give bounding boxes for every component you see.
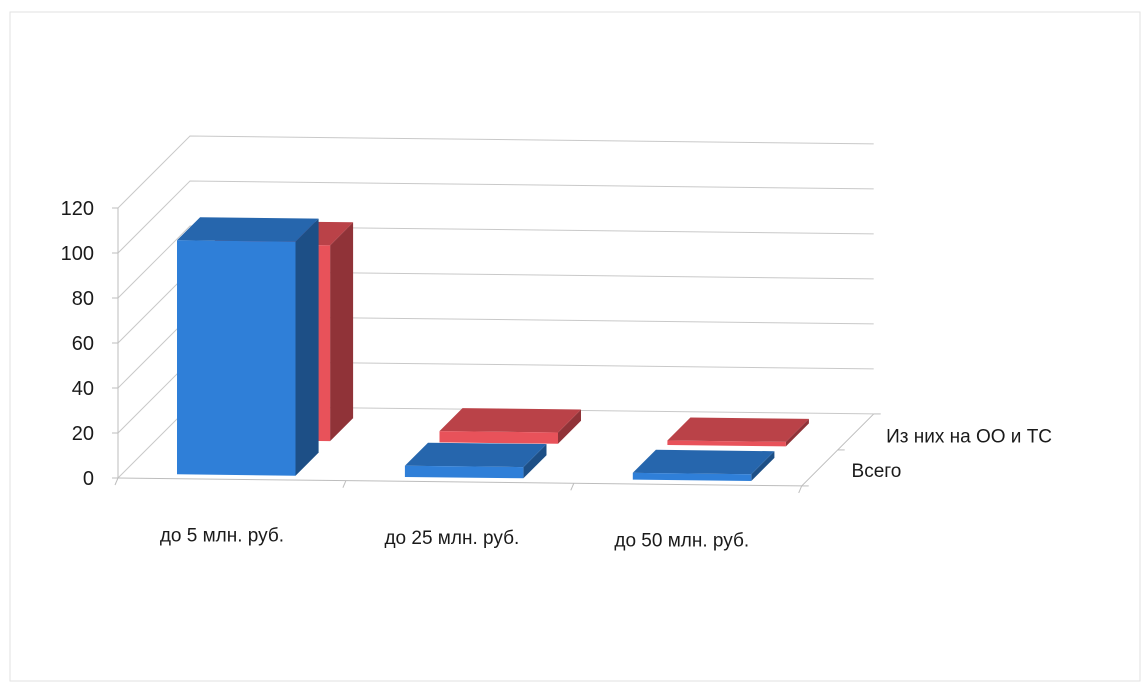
y-tick-label: 20 [72, 423, 94, 445]
y-tick-label: 80 [72, 288, 94, 310]
bar-side [558, 409, 581, 444]
bar [439, 408, 581, 444]
y-tick-label: 40 [72, 378, 94, 400]
bar-side [330, 222, 354, 442]
gridlines [117, 135, 874, 479]
gridline [117, 180, 874, 254]
series-label: Всего [852, 461, 902, 482]
bar [404, 442, 547, 479]
bar-front [177, 240, 296, 476]
x-tick-mark [114, 477, 119, 486]
gridline [117, 225, 874, 299]
axes [112, 207, 881, 494]
bar-top [632, 449, 775, 475]
bar-front [404, 465, 524, 479]
bar-top [667, 417, 809, 442]
bar-top [177, 217, 319, 242]
bar-front [632, 472, 752, 481]
bar [177, 217, 319, 476]
bar [632, 449, 775, 481]
category-label: до 50 млн. руб. [614, 531, 749, 552]
bar-side [785, 418, 809, 447]
y-tick-label: 100 [61, 243, 94, 265]
bar-top [439, 408, 581, 433]
bars [177, 217, 809, 481]
bar-front [439, 431, 558, 444]
x-tick-mark [342, 480, 347, 488]
bar-front [667, 440, 786, 447]
bar-side [751, 451, 775, 481]
bar-side [295, 218, 319, 476]
category-label: до 25 млн. руб. [384, 528, 519, 549]
x-axis-line [117, 477, 802, 487]
y-tick-label: 120 [61, 198, 94, 220]
x-tick-mark [570, 483, 575, 491]
y-tick-labels: 0 20 40 60 80 100 120 [61, 198, 94, 490]
gridline [117, 135, 874, 209]
y-tick-label: 60 [72, 333, 94, 355]
x-tick-mark [798, 485, 803, 494]
category-label: до 5 млн. руб. [160, 525, 284, 546]
series-label: Из них на ОО и ТС [886, 427, 1052, 448]
bar-top [404, 442, 547, 468]
bar [667, 417, 809, 447]
y-tick-label: 0 [83, 468, 94, 490]
category-labels: до 5 млн. руб. до 25 млн. руб. до 50 млн. … [160, 525, 749, 551]
series-labels: Всего Из них на ОО и ТС [852, 427, 1052, 483]
bar-side [523, 444, 547, 479]
